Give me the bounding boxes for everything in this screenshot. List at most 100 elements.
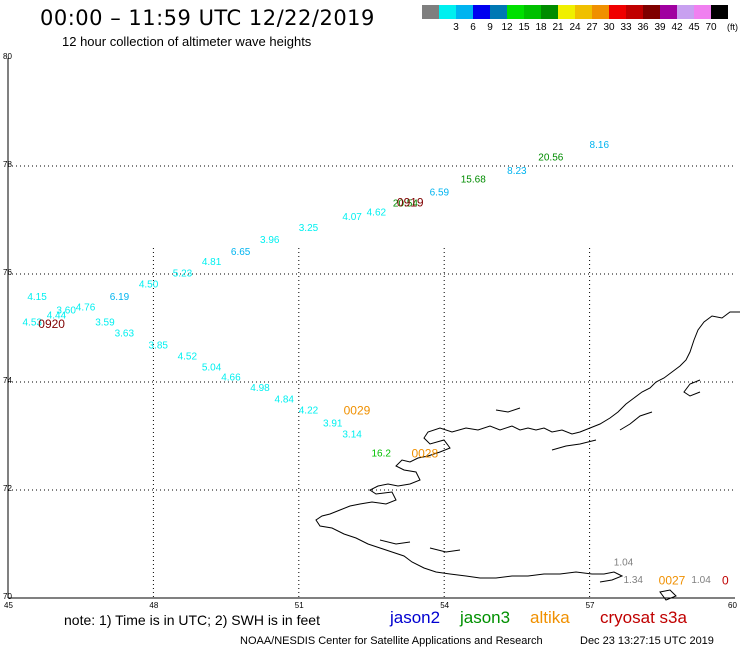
- lat-tick-label: 72: [3, 484, 12, 493]
- scale-swatch: [592, 5, 609, 19]
- pass-time-label: 0: [722, 574, 729, 588]
- scale-label: 12: [501, 22, 513, 33]
- wave-height-value: 20.54: [393, 199, 418, 210]
- wave-height-value: 6.65: [231, 247, 251, 258]
- scale-swatch: [473, 5, 490, 19]
- scale-label: 70: [705, 22, 717, 33]
- wave-height-value: 8.23: [507, 166, 527, 177]
- wave-height-value: 4.52: [178, 351, 198, 362]
- wave-height-value: 5.04: [202, 363, 222, 374]
- wave-height-value: 4.22: [299, 405, 319, 416]
- wave-height-value: 4.07: [342, 212, 362, 223]
- note-text: note: 1) Time is in UTC; 2) SWH is in fe…: [64, 612, 320, 628]
- wave-height-value: 3.91: [323, 418, 343, 429]
- coastline: [315, 311, 740, 601]
- scale-label: 36: [637, 22, 649, 33]
- wave-height-value: 4.66: [221, 372, 241, 383]
- lat-tick-label: 70: [3, 592, 12, 601]
- pass-time-label: 0027: [659, 574, 686, 588]
- wave-height-value: 3.59: [95, 317, 115, 328]
- scale-swatch: [541, 5, 558, 19]
- footer-credit: NOAA/NESDIS Center for Satellite Applica…: [240, 635, 543, 647]
- wave-height-value: 4.50: [139, 280, 159, 291]
- scale-label: 18: [535, 22, 547, 33]
- scale-label: 15: [518, 22, 530, 33]
- observation-labels: 8.16 20.56 8.23 15.68 6.59 20.54 4.62 4.07 3.25 3…: [22, 140, 711, 586]
- scale-label: 21: [552, 22, 564, 33]
- coast-inlet-3: [551, 439, 597, 451]
- wave-height-value: 6.59: [430, 188, 450, 199]
- wave-height-value: 4.76: [76, 303, 96, 314]
- wave-height-value: 15.68: [461, 175, 486, 186]
- lat-tick-label: 76: [3, 268, 12, 277]
- wave-height-value: 3.14: [342, 430, 362, 441]
- scale-swatch: [507, 5, 524, 19]
- wave-height-value: 1.04: [614, 558, 634, 569]
- wave-height-value: 4.84: [275, 395, 295, 406]
- scale-label: 9: [487, 22, 493, 33]
- scale-swatch: [490, 5, 507, 19]
- wave-height-value: 4.81: [202, 257, 222, 268]
- scale-label: 42: [671, 22, 683, 33]
- wave-height-value: 8.16: [590, 140, 610, 151]
- satellite-legend-item: altika: [530, 608, 570, 627]
- scale-swatch: [558, 5, 575, 19]
- color-scale-unit: (ft): [727, 22, 738, 32]
- scale-swatch: [422, 5, 439, 19]
- satellite-legend-item: jason3: [460, 608, 511, 627]
- wave-height-value: 1.34: [623, 575, 643, 586]
- scale-swatch: [711, 5, 728, 19]
- lon-tick-label: 51: [294, 601, 304, 610]
- scale-swatch: [626, 5, 643, 19]
- coast-inlet-1: [683, 379, 701, 397]
- lat-tick-label: 78: [3, 160, 12, 169]
- scale-swatch: [694, 5, 711, 19]
- wave-height-value: 3.85: [149, 341, 169, 352]
- scale-label: 3: [453, 22, 459, 33]
- novaya-zemlya-coast: [315, 311, 740, 583]
- pass-time-label: 0920: [38, 317, 65, 331]
- wave-height-value: 4.15: [27, 292, 47, 303]
- pass-time-label: 0029: [344, 403, 371, 417]
- map-frame: [7, 58, 735, 599]
- wave-height-value: 4.44: [47, 310, 67, 321]
- scale-swatch: [643, 5, 660, 19]
- pass-time-label: 0919: [397, 196, 424, 210]
- scale-label: 30: [603, 22, 615, 33]
- wave-height-value: 5.23: [173, 269, 193, 280]
- lon-tick-label: 45: [4, 601, 13, 610]
- map-grid: [8, 165, 735, 598]
- coast-inlet-5: [379, 539, 411, 545]
- wave-height-value: 4.98: [250, 383, 270, 394]
- coast-inlet-2: [619, 411, 653, 431]
- page-title: 00:00 – 11:59 UTC 12/22/2019: [40, 6, 375, 30]
- page-subtitle: 12 hour collection of altimeter wave hei…: [62, 34, 312, 49]
- scale-swatch: [660, 5, 677, 19]
- scale-label: 27: [586, 22, 598, 33]
- wave-height-value: 3.60: [56, 305, 76, 316]
- pass-time-label: 0028: [411, 447, 438, 461]
- scale-label: 6: [470, 22, 476, 33]
- satellite-legend-item: jason2: [390, 608, 441, 627]
- scale-label: 33: [620, 22, 632, 33]
- wave-height-value: 1.04: [691, 575, 711, 586]
- scale-label: 24: [569, 22, 581, 33]
- footer-timestamp: Dec 23 13:27:15 UTC 2019: [580, 635, 714, 647]
- coast-islet: [659, 589, 677, 601]
- lat-tick-label: 74: [3, 376, 12, 385]
- lat-tick-label: 80: [3, 52, 12, 61]
- scale-swatch: [575, 5, 592, 19]
- wave-height-value: 3.96: [260, 235, 280, 246]
- scale-swatch: [456, 5, 473, 19]
- coast-inlet-4: [495, 407, 521, 413]
- wave-height-value: 16.2: [371, 449, 391, 460]
- wave-height-value: 4.62: [367, 208, 387, 219]
- coast-inlet-6: [429, 547, 461, 553]
- lon-tick-label: 60: [728, 601, 737, 610]
- scale-label: 45: [688, 22, 700, 33]
- scale-swatch: [524, 5, 541, 19]
- scale-label: 39: [654, 22, 666, 33]
- pass-time-labels: 0919 0920 0029 0028 0027 0: [38, 196, 729, 588]
